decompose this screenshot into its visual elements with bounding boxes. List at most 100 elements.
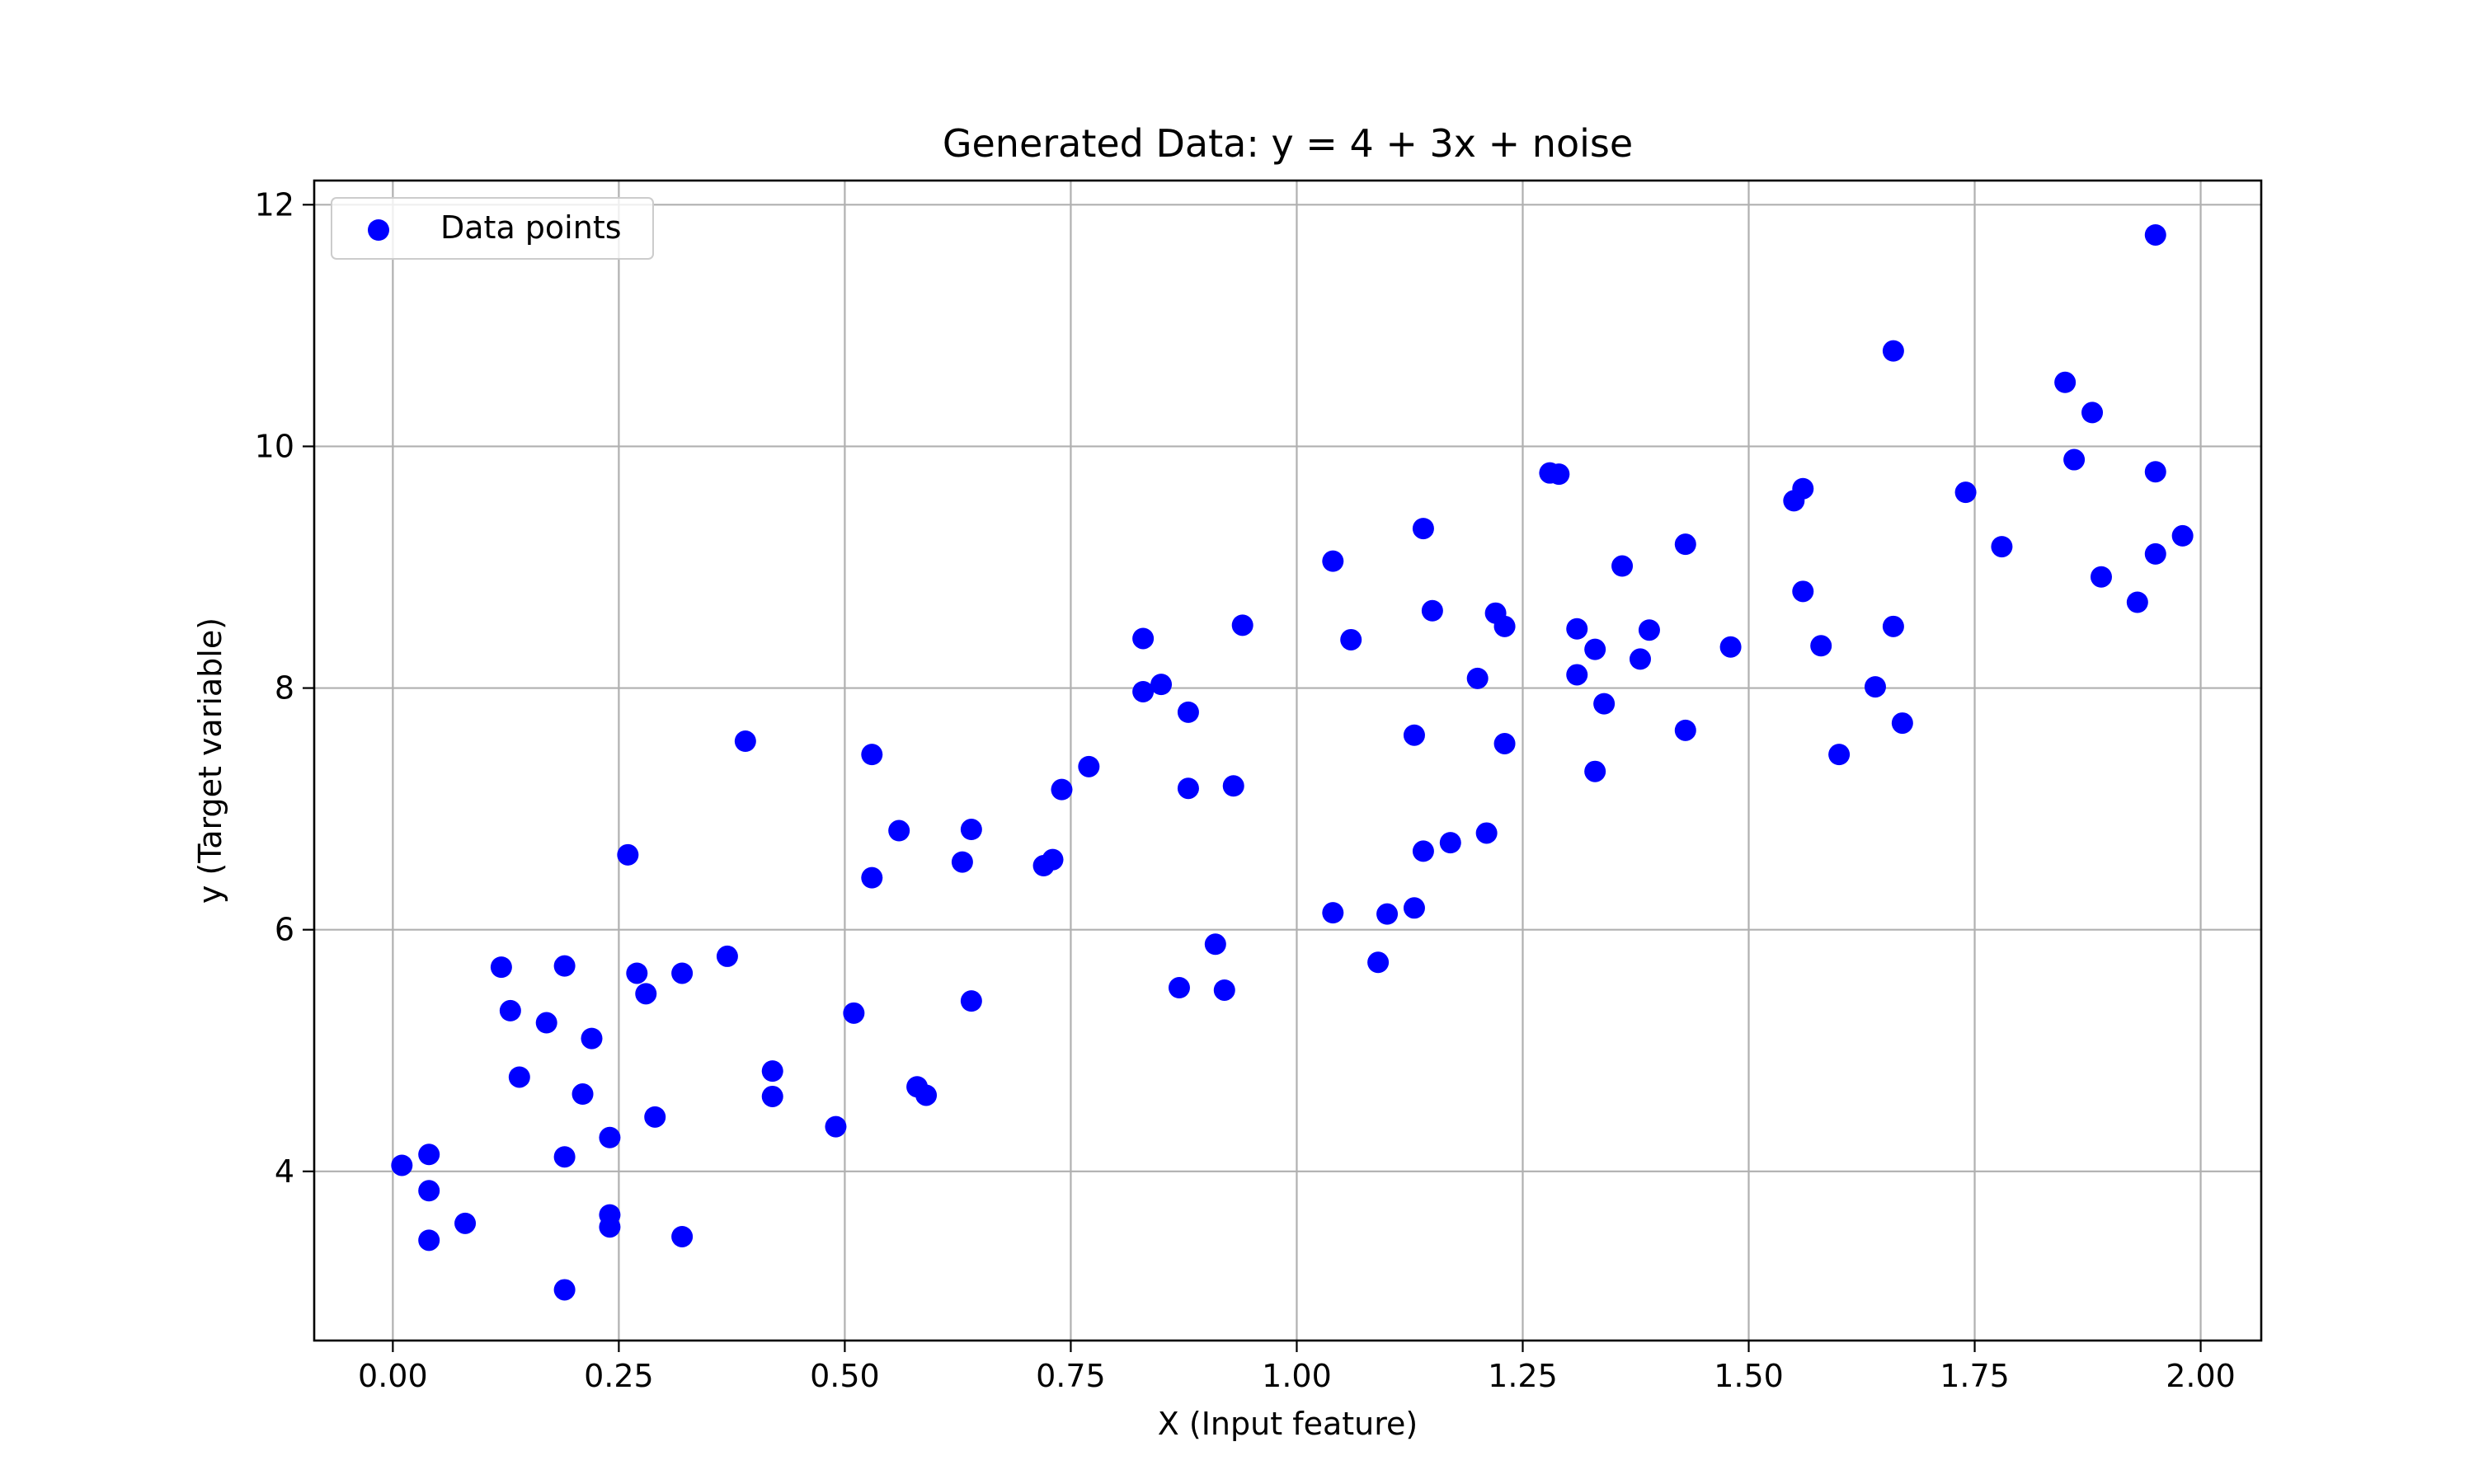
- data-point: [1376, 903, 1399, 925]
- data-point: [1466, 667, 1489, 689]
- data-point: [2144, 223, 2166, 246]
- data-point: [1322, 902, 1344, 924]
- data-point: [1132, 680, 1155, 702]
- data-point: [915, 1084, 938, 1106]
- y-tick-label: 10: [255, 428, 294, 464]
- data-point: [2144, 542, 2166, 565]
- data-point: [1439, 832, 1461, 854]
- y-tick-label: 12: [255, 186, 294, 223]
- data-point: [626, 962, 648, 984]
- data-point: [1891, 712, 1913, 735]
- data-point: [2144, 461, 2166, 483]
- data-point: [1204, 933, 1226, 956]
- chart-title: Generated Data: y = 4 + 3x + noise: [943, 121, 1633, 166]
- data-point: [1367, 951, 1390, 974]
- data-points: [391, 223, 2194, 1301]
- data-point: [888, 819, 910, 842]
- data-point: [2171, 524, 2194, 547]
- data-point: [761, 1085, 783, 1107]
- x-tick-label: 1.50: [1714, 1358, 1784, 1394]
- data-point: [1584, 638, 1606, 660]
- data-point: [617, 843, 639, 866]
- data-point: [1177, 777, 1199, 800]
- data-point: [1150, 674, 1173, 696]
- data-point: [1954, 481, 1977, 504]
- data-point: [499, 999, 521, 1021]
- data-point: [1792, 580, 1814, 603]
- legend-entry-label: Data points: [440, 209, 622, 246]
- x-tick-label: 1.25: [1488, 1358, 1558, 1394]
- data-point: [535, 1012, 557, 1034]
- legend-marker: [368, 219, 389, 241]
- y-tick-label: 6: [275, 912, 294, 948]
- x-tick-label: 2.00: [2166, 1358, 2236, 1394]
- x-tick-label: 0.75: [1036, 1358, 1106, 1394]
- data-point: [1078, 755, 1100, 777]
- data-point: [671, 962, 694, 984]
- data-point: [861, 744, 883, 766]
- x-axis-ticks: 0.00 0.25 0.50 0.75 1.00 1.25 1.50 1.75 2.00: [358, 1341, 2236, 1394]
- data-point: [1213, 979, 1235, 1001]
- data-point: [1638, 619, 1660, 641]
- data-point: [418, 1144, 440, 1166]
- data-point: [599, 1216, 621, 1238]
- data-point: [960, 990, 982, 1012]
- data-point: [599, 1126, 621, 1148]
- data-point: [1629, 648, 1651, 670]
- data-point: [761, 1060, 783, 1082]
- data-point: [490, 956, 512, 979]
- data-point: [1132, 627, 1155, 650]
- data-point: [1042, 848, 1064, 871]
- data-point: [644, 1106, 666, 1128]
- data-point: [1593, 693, 1616, 715]
- data-point: [1493, 615, 1516, 637]
- data-point: [508, 1066, 530, 1088]
- data-point: [1340, 628, 1362, 650]
- y-tick-label: 8: [275, 670, 294, 707]
- data-point: [1674, 719, 1696, 741]
- data-point: [553, 955, 576, 977]
- data-point: [1991, 536, 2013, 558]
- x-tick-label: 0.25: [584, 1358, 654, 1394]
- data-point: [951, 851, 973, 873]
- data-point: [1493, 732, 1516, 754]
- data-point: [2081, 402, 2104, 424]
- data-point: [1674, 533, 1696, 556]
- data-point: [716, 945, 738, 967]
- data-point: [1566, 664, 1588, 686]
- data-point: [418, 1180, 440, 1202]
- x-tick-label: 1.00: [1262, 1358, 1332, 1394]
- data-point: [1168, 977, 1190, 999]
- data-point: [1051, 778, 1073, 801]
- data-point: [581, 1027, 603, 1050]
- data-point: [1322, 550, 1344, 572]
- plot-frame: [313, 179, 2263, 1342]
- x-tick-label: 0.50: [810, 1358, 880, 1394]
- data-point: [1719, 636, 1742, 658]
- data-point: [1222, 775, 1244, 797]
- data-point: [1421, 599, 1443, 622]
- data-point: [1611, 555, 1634, 577]
- data-point: [825, 1115, 847, 1138]
- data-point: [1864, 676, 1886, 698]
- data-point: [2054, 371, 2077, 393]
- data-point: [1412, 518, 1434, 540]
- data-point: [671, 1225, 694, 1247]
- data-point: [1412, 840, 1434, 862]
- data-point: [2126, 591, 2148, 613]
- data-point: [1231, 614, 1253, 636]
- data-point: [1177, 701, 1199, 723]
- data-point: [861, 866, 883, 889]
- data-point: [1403, 897, 1425, 919]
- y-tick-label: 4: [275, 1153, 294, 1190]
- x-tick-label: 1.75: [1940, 1358, 2010, 1394]
- data-point: [553, 1279, 576, 1301]
- grid-lines: [314, 181, 2261, 1341]
- data-point: [2090, 566, 2112, 588]
- x-tick-label: 0.00: [358, 1358, 428, 1394]
- data-point: [418, 1229, 440, 1252]
- data-point: [1810, 635, 1832, 657]
- legend-box: [331, 197, 654, 260]
- x-axis-label: X (Input feature): [1158, 1406, 1418, 1442]
